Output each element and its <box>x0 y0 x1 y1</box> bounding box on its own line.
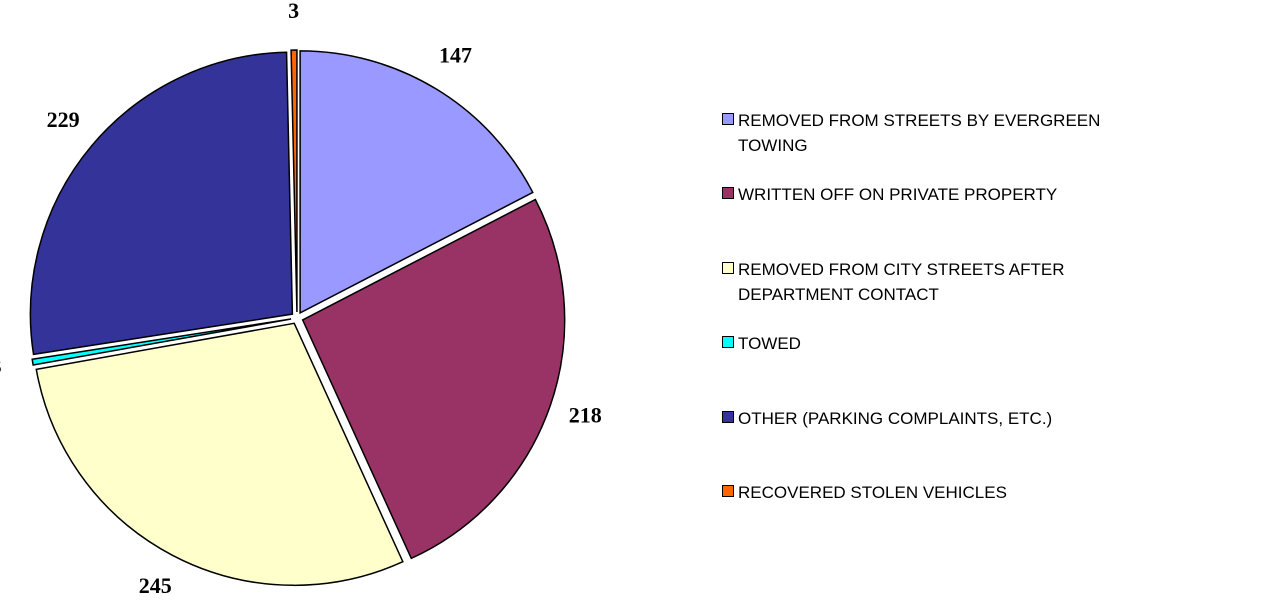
legend-item: WRITTEN OFF ON PRIVATE PROPERTY <box>722 182 1102 207</box>
legend-item: RECOVERED STOLEN VEHICLES <box>722 480 1102 505</box>
data-label: 218 <box>569 403 602 428</box>
data-label: 229 <box>47 107 80 132</box>
legend-label: WRITTEN OFF ON PRIVATE PROPERTY <box>738 185 1058 205</box>
legend-swatch <box>722 261 734 274</box>
pie-slice <box>290 49 298 313</box>
chart: 147 218 245 3 229 3 <box>0 0 602 598</box>
legend-item: TOWED <box>722 331 1102 356</box>
legend-swatch <box>722 187 734 200</box>
legend-item: REMOVED FROM STREETS BY EVERGREEN TOWING <box>722 108 1102 158</box>
legend-swatch <box>722 336 734 349</box>
legend-swatch <box>722 410 734 423</box>
pie-slice <box>299 50 534 315</box>
data-label: 147 <box>439 42 472 67</box>
legend-swatch <box>722 485 734 497</box>
legend-label: REMOVED FROM CITY STREETS AFTER DEPARTME… <box>738 259 1065 304</box>
legend-item: REMOVED FROM CITY STREETS AFTER DEPARTME… <box>722 257 1102 307</box>
legend-label: TOWED <box>738 334 801 354</box>
pie-slice <box>29 51 294 356</box>
legend-label: RECOVERED STOLEN VEHICLES <box>738 483 1007 502</box>
data-label: 3 <box>0 353 2 378</box>
data-label: 245 <box>139 573 172 598</box>
pie-slice <box>35 322 404 586</box>
legend-label: OTHER (PARKING COMPLAINTS, ETC.) <box>738 408 1053 428</box>
legend-swatch <box>722 113 734 125</box>
legend-item: OTHER (PARKING COMPLAINTS, ETC.) <box>722 406 1102 431</box>
pie-slice <box>31 318 292 366</box>
legend-label: REMOVED FROM STREETS BY EVERGREEN TOWING <box>738 111 1101 155</box>
pie-slice <box>301 198 566 560</box>
data-label: 3 <box>288 0 299 23</box>
